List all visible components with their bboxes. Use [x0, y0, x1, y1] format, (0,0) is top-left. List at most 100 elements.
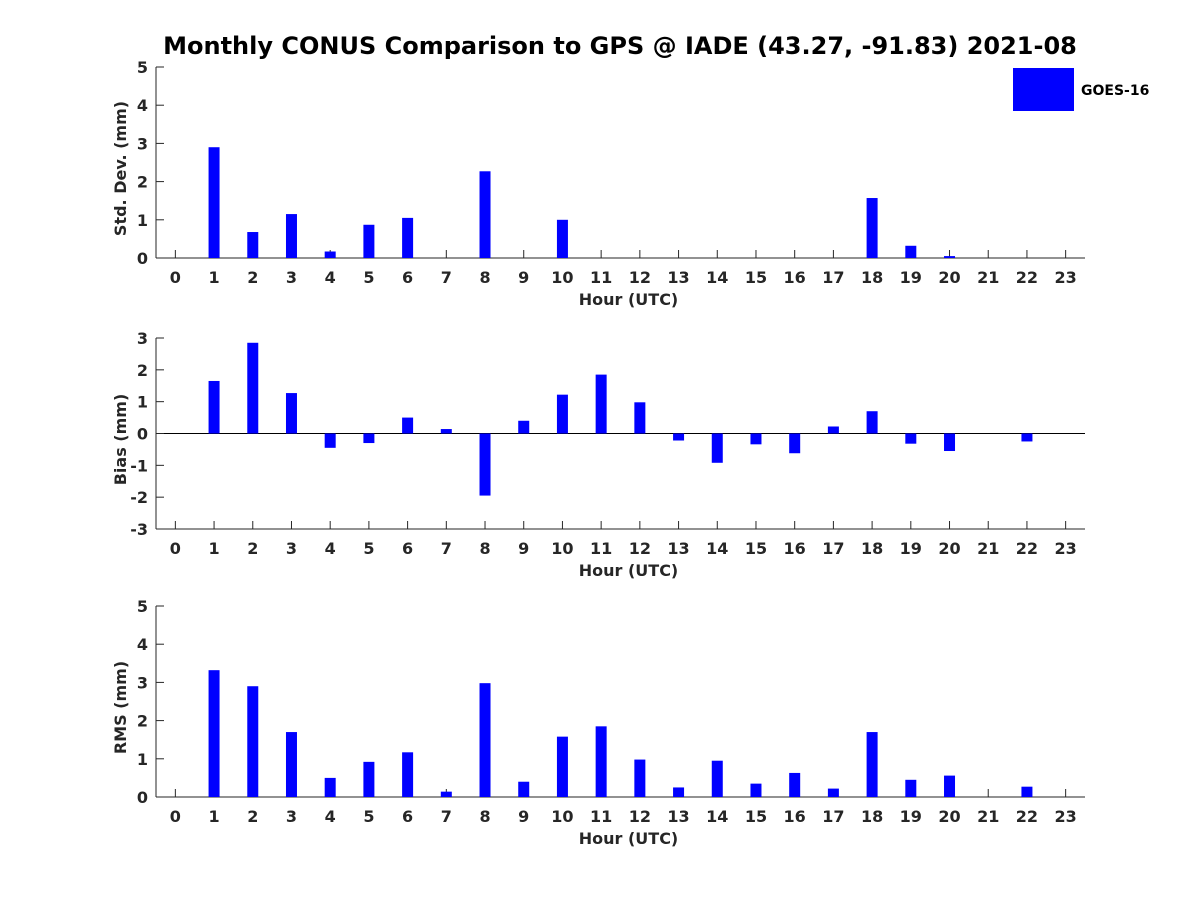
bias-x-tick-label: 17 — [822, 539, 844, 558]
legend-label: GOES-16 — [1081, 83, 1149, 99]
rms-bar-hour-17 — [827, 788, 839, 797]
std-dev-x-tick-label: 19 — [900, 268, 922, 287]
std-dev-y-tick-label: 5 — [137, 58, 148, 77]
bias-x-tick-label: 11 — [590, 539, 612, 558]
rms-bar-hour-7 — [440, 791, 452, 797]
std-dev-bar-hour-2 — [247, 232, 259, 258]
chart-title: Monthly CONUS Comparison to GPS @ IADE (… — [163, 32, 1077, 60]
std-dev-y-tick-label: 1 — [137, 211, 148, 230]
std-dev-x-tick-label: 15 — [745, 268, 767, 287]
rms-bar-hour-3 — [285, 732, 297, 797]
rms-x-tick-label: 5 — [363, 807, 374, 826]
bias-y-tick-label: -2 — [130, 488, 148, 507]
rms-x-tick-label: 23 — [1055, 807, 1077, 826]
std-dev-x-tick-label: 11 — [590, 268, 612, 287]
bias-y-tick-label: -1 — [130, 456, 148, 475]
std-dev-y-tick-label: 3 — [137, 134, 148, 153]
std-dev-x-axis-label: Hour (UTC) — [579, 290, 679, 309]
rms-bar-hour-18 — [866, 732, 878, 797]
rms-bar-hour-10 — [556, 736, 568, 797]
bias-bar-hour-4 — [324, 433, 336, 448]
std-dev-x-tick-label: 9 — [518, 268, 529, 287]
bias-y-tick-label: 1 — [137, 393, 148, 412]
bias-y-tick-label: 2 — [137, 361, 148, 380]
bias-x-tick-label: 8 — [479, 539, 490, 558]
bias-x-tick-label: 1 — [208, 539, 219, 558]
bias-y-tick-label: 3 — [137, 329, 148, 348]
legend-swatch — [1013, 68, 1074, 111]
rms-y-tick-label: 1 — [137, 750, 148, 769]
std-dev-x-tick-label: 23 — [1055, 268, 1077, 287]
bias-x-tick-label: 19 — [900, 539, 922, 558]
std-dev-x-tick-label: 1 — [208, 268, 219, 287]
std-dev-bar-hour-4 — [324, 251, 336, 258]
std-dev-x-tick-label: 4 — [325, 268, 336, 287]
rms-x-tick-label: 13 — [667, 807, 689, 826]
bias-bar-hour-22 — [1021, 433, 1033, 442]
bias-bar-hour-3 — [285, 393, 297, 434]
rms-x-tick-label: 19 — [900, 807, 922, 826]
rms-x-tick-label: 1 — [208, 807, 219, 826]
std-dev-x-tick-label: 10 — [551, 268, 573, 287]
std-dev-y-tick-label: 2 — [137, 173, 148, 192]
std-dev-bar-hour-3 — [285, 214, 297, 258]
rms-x-tick-label: 6 — [402, 807, 413, 826]
bias-bar-hour-16 — [789, 433, 801, 454]
rms-bar-hour-13 — [673, 787, 685, 797]
rms-bar-hour-9 — [518, 781, 530, 797]
bias-bar-hour-1 — [208, 380, 220, 434]
bias-bar-hour-5 — [363, 433, 375, 444]
std-dev-x-tick-label: 8 — [479, 268, 490, 287]
std-dev-x-tick-label: 6 — [402, 268, 413, 287]
rms-bar-hour-22 — [1021, 786, 1033, 797]
std-dev-x-tick-label: 0 — [170, 268, 181, 287]
rms-x-tick-label: 4 — [325, 807, 336, 826]
std-dev-bar-hour-5 — [363, 224, 375, 258]
rms-bar-hour-2 — [247, 686, 259, 797]
rms-bar-hour-8 — [479, 683, 491, 797]
rms-x-axis-label: Hour (UTC) — [579, 829, 679, 848]
rms-x-tick-label: 2 — [247, 807, 258, 826]
bias-x-tick-label: 0 — [170, 539, 181, 558]
rms-bar-hour-1 — [208, 670, 220, 797]
std-dev-x-tick-label: 17 — [822, 268, 844, 287]
bias-y-tick-label: 0 — [137, 425, 148, 444]
bias-bar-hour-6 — [402, 417, 414, 434]
rms-y-tick-label: 3 — [137, 673, 148, 692]
bias-bar-hour-2 — [247, 342, 259, 434]
bias-y-axis-label: Bias (mm) — [111, 394, 130, 486]
bias-bar-hour-18 — [866, 411, 878, 434]
rms-x-tick-label: 8 — [479, 807, 490, 826]
rms-x-tick-label: 3 — [286, 807, 297, 826]
std-dev-x-tick-label: 20 — [938, 268, 960, 287]
rms-bar-hour-19 — [905, 779, 917, 797]
rms-bar-hour-5 — [363, 761, 375, 797]
bias-x-tick-label: 12 — [629, 539, 651, 558]
std-dev-x-tick-label: 13 — [667, 268, 689, 287]
rms-x-tick-label: 0 — [170, 807, 181, 826]
rms-x-tick-label: 17 — [822, 807, 844, 826]
rms-bar-hour-20 — [944, 775, 956, 797]
bias-x-tick-label: 14 — [706, 539, 728, 558]
bias-bar-hour-12 — [634, 402, 646, 434]
std-dev-x-tick-label: 12 — [629, 268, 651, 287]
std-dev-bar-hour-10 — [556, 219, 568, 258]
rms-x-tick-label: 12 — [629, 807, 651, 826]
std-dev-x-tick-label: 14 — [706, 268, 728, 287]
std-dev-x-tick-label: 21 — [977, 268, 999, 287]
bias-x-tick-label: 6 — [402, 539, 413, 558]
std-dev-y-axis-label: Std. Dev. (mm) — [111, 101, 130, 236]
std-dev-bar-hour-20 — [944, 256, 956, 258]
std-dev-x-tick-label: 7 — [441, 268, 452, 287]
bias-x-tick-label: 22 — [1016, 539, 1038, 558]
bias-bar-hour-17 — [827, 426, 839, 434]
std-dev-y-tick-label: 0 — [137, 249, 148, 268]
rms-bar-hour-4 — [324, 777, 336, 797]
bias-bar-hour-11 — [595, 374, 607, 434]
rms-y-tick-label: 4 — [137, 635, 148, 654]
rms-x-tick-label: 11 — [590, 807, 612, 826]
bias-x-tick-label: 15 — [745, 539, 767, 558]
bias-bar-hour-20 — [944, 433, 956, 452]
rms-x-tick-label: 22 — [1016, 807, 1038, 826]
